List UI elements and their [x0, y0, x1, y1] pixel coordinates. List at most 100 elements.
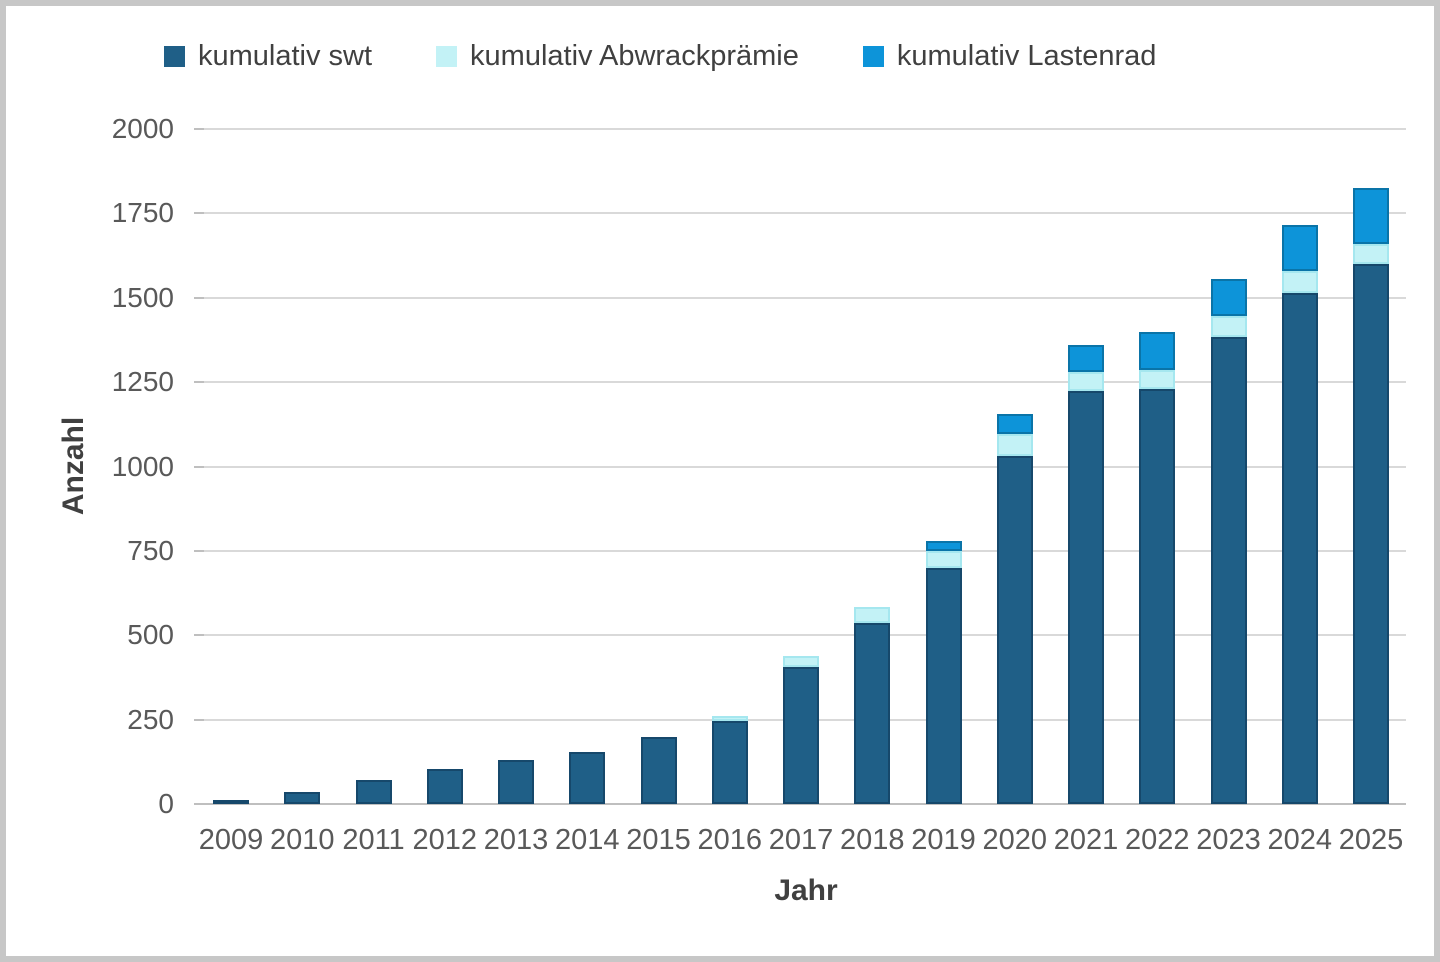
bar-segment-kumulativ-lastenrad [1210, 279, 1247, 317]
x-axis-title: Jahr [774, 874, 838, 907]
legend-swatch-abwrackpraemie-icon [436, 46, 458, 67]
x-tick-label-2023: 2023 [1196, 824, 1261, 856]
bar-segment-kumulativ-swt [640, 736, 677, 804]
gridline [194, 128, 1406, 130]
bar-segment-kumulativ-swt [498, 760, 534, 804]
bar-segment-kumulativ-abwrackprämie [996, 434, 1033, 457]
gridline [194, 381, 1406, 384]
x-tick-label-2013: 2013 [483, 824, 549, 856]
legend-label-lastenrad: kumulativ Lastenrad [896, 40, 1157, 72]
gridline [194, 549, 1406, 552]
bar-segment-kumulativ-abwrackprämie [783, 655, 819, 668]
y-tick-label: 500 [127, 619, 174, 651]
bar-2022 [1139, 331, 1176, 804]
bar-2011 [355, 780, 392, 804]
bar-2013 [498, 760, 534, 804]
y-tick-label: 1500 [111, 281, 174, 313]
bar-segment-kumulativ-lastenrad [925, 540, 962, 551]
y-tick-label: 1750 [111, 197, 174, 229]
y-tick-mark [194, 212, 204, 215]
bar-segment-kumulativ-swt [854, 623, 891, 804]
bar-2015 [640, 736, 677, 804]
bar-2017 [783, 655, 819, 804]
y-tick-mark [194, 128, 204, 130]
bar-2024 [1281, 225, 1318, 804]
bar-segment-kumulativ-abwrackprämie [1353, 243, 1389, 264]
y-tick-label: 750 [127, 534, 174, 566]
bar-segment-kumulativ-swt [284, 792, 321, 804]
plot-area: 0 250 500 750 1000 1250 1500 1750 2000 2009 2010 20… [112, 115, 1406, 856]
bar-2012 [426, 768, 463, 804]
bar-segment-kumulativ-swt [996, 456, 1033, 804]
gridline [194, 296, 1406, 299]
bar-segment-kumulativ-abwrackprämie [711, 716, 748, 722]
bar-segment-kumulativ-swt [355, 780, 392, 804]
legend-swatch-lastenrad-icon [862, 46, 884, 67]
bar-2025 [1353, 188, 1389, 804]
bar-segment-kumulativ-swt [1210, 336, 1247, 804]
bar-2021 [1068, 345, 1104, 804]
legend-item-lastenrad: kumulativ Lastenrad [862, 40, 1157, 73]
x-tick-label-2010: 2010 [269, 824, 335, 856]
bar-2018 [854, 606, 891, 804]
x-axis-line [194, 803, 1406, 805]
bar-segment-kumulativ-abwrackprämie [1210, 316, 1247, 337]
x-tick-label-2012: 2012 [412, 824, 477, 856]
legend-label-swt: kumulativ swt [198, 40, 373, 72]
bar-segment-kumulativ-lastenrad [1139, 331, 1176, 371]
x-tick-label-2024: 2024 [1267, 824, 1332, 856]
bar-segment-kumulativ-lastenrad [1068, 345, 1104, 372]
bar-2019 [925, 540, 962, 804]
legend-label-abwrackpraemie: kumulativ Abwrackprämie [470, 40, 799, 72]
bar-segment-kumulativ-swt [711, 721, 748, 804]
y-tick-mark [194, 718, 204, 721]
x-tick-label-2018: 2018 [839, 824, 905, 856]
bar-2020 [996, 414, 1033, 804]
x-tick-label-2020: 2020 [982, 824, 1047, 856]
y-tick-mark [194, 381, 204, 384]
y-tick-label: 1250 [111, 366, 174, 398]
y-tick-label: 0 [158, 788, 174, 819]
x-tick-label-2025: 2025 [1338, 824, 1404, 856]
legend-item-abwrackpraemie: kumulativ Abwrackprämie [436, 40, 799, 73]
bar-2010 [284, 792, 321, 804]
x-tick-label-2009: 2009 [198, 824, 264, 856]
bar-segment-kumulativ-abwrackprämie [1281, 270, 1318, 293]
y-tick-mark [194, 465, 204, 468]
x-tick-label-2022: 2022 [1124, 824, 1190, 856]
bar-segment-kumulativ-swt [1139, 388, 1176, 804]
x-tick-label-2011: 2011 [342, 824, 405, 856]
bar-segment-kumulativ-abwrackprämie [925, 550, 962, 568]
bar-segment-kumulativ-swt [1068, 390, 1104, 804]
y-tick-label: 2000 [111, 113, 174, 144]
y-tick-mark [194, 634, 204, 637]
bar-segment-kumulativ-swt [569, 751, 606, 804]
bar-segment-kumulativ-swt [1281, 292, 1318, 804]
y-tick-mark [194, 549, 204, 552]
bar-segment-kumulativ-abwrackprämie [854, 606, 891, 624]
x-tick-label-2017: 2017 [768, 824, 834, 856]
x-tick-label-2014: 2014 [554, 824, 620, 856]
gridline [194, 465, 1406, 468]
gridline [194, 212, 1406, 215]
bar-segment-kumulativ-abwrackprämie [1139, 370, 1176, 389]
legend-swatch-swt-icon [164, 46, 185, 67]
bar-segment-kumulativ-swt [783, 667, 819, 804]
y-tick-mark [194, 803, 204, 805]
bar-segment-kumulativ-swt [925, 567, 962, 804]
x-tick-label-2021: 2021 [1053, 824, 1119, 856]
legend-item-swt: kumulativ swt [164, 40, 372, 73]
bar-segment-kumulativ-swt [426, 768, 463, 804]
x-tick-label-2019: 2019 [911, 824, 976, 856]
bar-2016 [711, 716, 748, 804]
x-tick-label-2015: 2015 [626, 824, 691, 856]
bar-2014 [569, 751, 606, 804]
y-tick-label: 250 [127, 703, 174, 735]
bar-segment-kumulativ-lastenrad [996, 414, 1033, 435]
x-tick-label-2016: 2016 [697, 824, 762, 856]
y-tick-label: 1000 [111, 450, 174, 482]
bar-segment-kumulativ-swt [1353, 264, 1389, 804]
bar-segment-kumulativ-lastenrad [1281, 225, 1318, 271]
gridline [194, 634, 1406, 637]
